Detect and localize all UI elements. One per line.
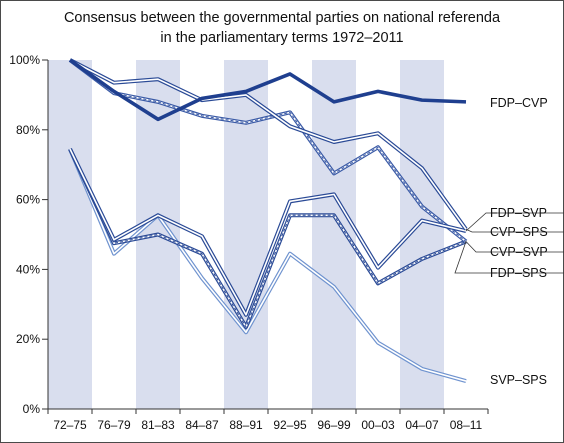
series-line-dash [69, 59, 467, 242]
data-point [333, 172, 335, 174]
data-point [377, 341, 379, 343]
series-fdp-sps [68, 148, 467, 329]
data-point [201, 235, 203, 237]
data-point [421, 368, 423, 370]
series-cvp-sps [69, 58, 468, 231]
data-point [157, 214, 159, 216]
data-point [245, 122, 247, 124]
data-point [245, 326, 247, 328]
data-point [289, 252, 291, 254]
data-point [421, 205, 423, 207]
data-point [113, 81, 115, 83]
data-point [69, 59, 71, 61]
band-72–75 [48, 60, 92, 409]
data-point [245, 314, 247, 316]
band-96–99 [312, 60, 356, 409]
series-fdp-cvp [68, 58, 467, 122]
data-point [289, 111, 291, 113]
data-point [421, 219, 423, 221]
data-point [377, 90, 379, 92]
data-point [113, 252, 115, 254]
series-line-inner [69, 148, 467, 382]
data-point [377, 146, 379, 148]
chart-title: Consensus between the governmental parti… [63, 10, 501, 26]
series-line-inner [69, 59, 467, 230]
y-tick-label: 20% [16, 332, 40, 346]
data-point [201, 97, 203, 99]
label-leader-line [465, 228, 564, 233]
series-label: CVP–SPS [490, 225, 548, 239]
series-lines [68, 58, 468, 384]
data-point [289, 200, 291, 202]
x-tick-label: 76–79 [97, 418, 131, 432]
y-tick-label: 60% [16, 193, 40, 207]
data-point [245, 94, 247, 96]
chart-subtitle: in the parliamentary terms 1972–2011 [160, 30, 404, 46]
data-point [69, 148, 71, 150]
data-point [421, 99, 423, 101]
x-tick-label: 81–83 [141, 418, 175, 432]
y-tick-label: 100% [9, 53, 40, 67]
x-tick-label: 96–99 [317, 418, 351, 432]
data-point [333, 214, 335, 216]
x-tick-label: 92–95 [273, 418, 307, 432]
label-leader-line [454, 241, 564, 274]
x-tick-label: 88–91 [229, 418, 263, 432]
series-fdp-svp [68, 148, 467, 317]
data-point [333, 101, 335, 103]
data-point [377, 266, 379, 268]
data-point [333, 286, 335, 288]
series-label: FDP–SVP [490, 206, 547, 220]
series-label: FDP–CVP [490, 96, 548, 110]
x-tick-label: 84–87 [185, 418, 219, 432]
data-point [289, 214, 291, 216]
y-tick-label: 80% [16, 123, 40, 137]
label-leader-line [465, 212, 564, 232]
band-88–91 [224, 60, 268, 409]
data-point [421, 258, 423, 260]
series-labels: FDP–CVP CVP–SPS FDP–SVP CVP–SVP FDP–SPS SVP–S… [454, 96, 564, 387]
data-point [465, 101, 467, 103]
y-tick-label: 0% [23, 402, 41, 416]
data-point [377, 132, 379, 134]
data-point [333, 141, 335, 143]
series-line-inner [69, 148, 467, 316]
series-label: SVP–SPS [490, 373, 547, 387]
data-point [157, 78, 159, 80]
x-tick-label: 72–75 [53, 418, 87, 432]
y-tick-label: 40% [16, 262, 40, 276]
data-point [289, 73, 291, 75]
data-point [113, 239, 115, 241]
series-label: FDP–SPS [490, 266, 547, 280]
series-label: CVP–SVP [490, 245, 548, 259]
data-point [157, 233, 159, 235]
series-line-dash [69, 148, 467, 329]
series-cvp-svp [68, 58, 468, 244]
axes: 0% 20% 40% 60% 80% 100% 72–75 76–79 81–83 84–87 88… [9, 53, 489, 432]
data-point [377, 282, 379, 284]
data-point [245, 90, 247, 92]
data-point [201, 115, 203, 117]
series-line [68, 58, 467, 122]
label-leader-line [465, 241, 564, 253]
data-point [201, 252, 203, 254]
data-point [113, 90, 115, 92]
shaded-bands [48, 60, 444, 409]
data-point [465, 380, 467, 382]
x-tick-label: 04–07 [405, 418, 439, 432]
data-point [157, 118, 159, 120]
data-point [201, 277, 203, 279]
data-point [113, 242, 115, 244]
series-svp-sps [68, 148, 467, 384]
data-point [421, 167, 423, 169]
x-tick-label: 00–03 [361, 418, 395, 432]
data-point [333, 193, 335, 195]
x-tick-label: 08–11 [450, 418, 483, 432]
data-point [157, 101, 159, 103]
data-point [289, 125, 291, 127]
data-point [245, 331, 247, 333]
